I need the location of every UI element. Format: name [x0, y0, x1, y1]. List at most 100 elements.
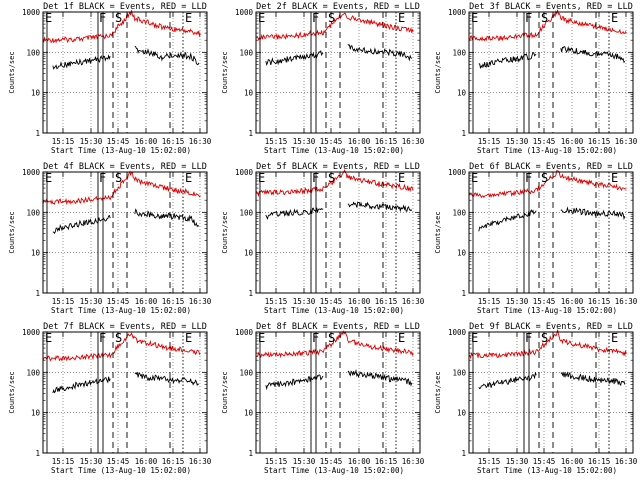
lld-series-line [468, 170, 627, 199]
x-tick-label: 15:15 [265, 297, 288, 306]
marker-label-f: F [312, 331, 319, 345]
events-series-line [134, 371, 200, 386]
y-tick-label: 1 [35, 449, 40, 458]
events-series-line [478, 52, 537, 69]
lld-series-line [42, 332, 201, 362]
marker-label-e: E [471, 331, 478, 345]
x-tick-label: 15:30 [80, 297, 103, 306]
x-tick-label: 16:15 [375, 297, 398, 306]
y-axis-label: Counts/sec [221, 51, 229, 93]
y-tick-label: 1000 [448, 168, 467, 177]
y-axis-label: Counts/sec [434, 371, 442, 413]
x-tick-label: 15:30 [293, 457, 316, 466]
x-tick-label: 16:00 [561, 137, 584, 146]
x-axis-label: Start Time (13-Aug-10 15:02:00) [477, 306, 617, 315]
y-tick-label: 10 [31, 249, 41, 258]
lld-series-line [42, 170, 201, 206]
marker-label-s: S [541, 171, 548, 185]
x-tick-label: 16:00 [348, 297, 371, 306]
x-tick-label: 15:15 [52, 457, 75, 466]
x-tick-label: 16:00 [348, 137, 371, 146]
events-series-line [347, 201, 413, 213]
marker-label-s: S [328, 331, 335, 345]
x-tick-label: 15:30 [506, 137, 529, 146]
x-tick-label: 16:30 [615, 137, 638, 146]
events-series-line [560, 45, 626, 64]
marker-label-f: F [312, 171, 319, 185]
x-tick-label: 16:30 [189, 457, 212, 466]
marker-label-f: F [99, 171, 106, 185]
chart-title: Det 4f BLACK = Events, RED = LLD [43, 162, 207, 172]
y-tick-label: 100 [452, 48, 466, 57]
plot-frame [255, 331, 421, 454]
y-tick-label: 1000 [448, 8, 467, 17]
chart-title: Det 1f BLACK = Events, RED = LLD [43, 2, 207, 12]
y-tick-label: 10 [457, 249, 467, 258]
x-tick-label: 15:15 [478, 297, 501, 306]
y-axis-label: Counts/sec [434, 51, 442, 93]
x-tick-label: 15:15 [478, 457, 501, 466]
marker-label-e: E [45, 331, 52, 345]
x-tick-label: 16:00 [135, 297, 158, 306]
marker-label-e: E [45, 11, 52, 25]
y-tick-label: 100 [452, 368, 466, 377]
y-tick-label: 10 [244, 249, 254, 258]
y-axis-label: Counts/sec [8, 51, 16, 93]
lld-series-line [255, 12, 414, 41]
y-tick-label: 100 [452, 208, 466, 217]
plot-frame [468, 331, 634, 454]
chart-panel-5: Det 5f BLACK = Events, RED = LLD 1 10 100 10… [221, 162, 425, 315]
x-axis-label: Start Time (13-Aug-10 15:02:00) [264, 146, 404, 155]
chart-title: Det 7f BLACK = Events, RED = LLD [43, 322, 207, 332]
y-tick-label: 100 [26, 208, 40, 217]
y-tick-label: 100 [26, 368, 40, 377]
x-axis-label: Start Time (13-Aug-10 15:02:00) [51, 306, 191, 315]
y-tick-label: 10 [244, 89, 254, 98]
x-tick-label: 16:15 [375, 457, 398, 466]
x-tick-label: 16:00 [561, 457, 584, 466]
marker-label-s: S [115, 171, 122, 185]
x-tick-label: 16:15 [162, 137, 185, 146]
marker-label-s: S [328, 11, 335, 25]
x-tick-label: 16:30 [189, 297, 212, 306]
plot-frame [255, 171, 421, 294]
x-tick-label: 16:30 [615, 297, 638, 306]
y-tick-label: 100 [239, 48, 253, 57]
chart-panel-9: Det 9f BLACK = Events, RED = LLD 1 10 100 10… [434, 322, 638, 475]
marker-label-e: E [398, 331, 405, 345]
y-tick-label: 1 [248, 289, 253, 298]
marker-label-f: F [312, 11, 319, 25]
y-tick-label: 1000 [235, 328, 254, 337]
y-tick-label: 10 [457, 409, 467, 418]
x-tick-label: 15:45 [320, 457, 343, 466]
chart-panel-6: Det 6f BLACK = Events, RED = LLD 1 10 100 10… [434, 162, 638, 315]
y-tick-label: 1000 [235, 168, 254, 177]
x-tick-label: 15:45 [533, 457, 556, 466]
plot-frame [42, 11, 208, 134]
x-axis-label: Start Time (13-Aug-10 15:02:00) [264, 306, 404, 315]
y-tick-label: 10 [31, 89, 41, 98]
marker-label-e: E [185, 171, 192, 185]
x-tick-label: 16:15 [588, 137, 611, 146]
x-tick-label: 16:15 [162, 457, 185, 466]
x-tick-label: 16:00 [135, 137, 158, 146]
plot-frame [468, 11, 634, 134]
chart-panel-1: Det 1f BLACK = Events, RED = LLD 1 10 100 10… [8, 2, 212, 155]
marker-label-f: F [525, 331, 532, 345]
marker-label-s: S [541, 331, 548, 345]
x-tick-label: 15:45 [533, 137, 556, 146]
y-tick-label: 1000 [448, 328, 467, 337]
events-series-line [347, 44, 413, 62]
y-tick-label: 1 [461, 129, 466, 138]
marker-label-s: S [115, 331, 122, 345]
y-tick-label: 100 [26, 48, 40, 57]
x-tick-label: 15:15 [478, 137, 501, 146]
y-axis-label: Counts/sec [221, 371, 229, 413]
chart-title: Det 2f BLACK = Events, RED = LLD [256, 2, 420, 12]
events-series-line [265, 374, 324, 391]
y-tick-label: 100 [239, 208, 253, 217]
events-series-line [478, 372, 537, 390]
marker-label-s: S [328, 171, 335, 185]
marker-label-f: F [99, 11, 106, 25]
